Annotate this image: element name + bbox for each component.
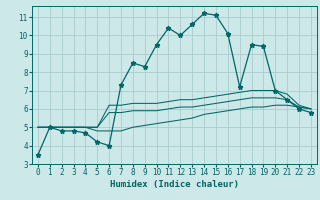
X-axis label: Humidex (Indice chaleur): Humidex (Indice chaleur) — [110, 180, 239, 189]
